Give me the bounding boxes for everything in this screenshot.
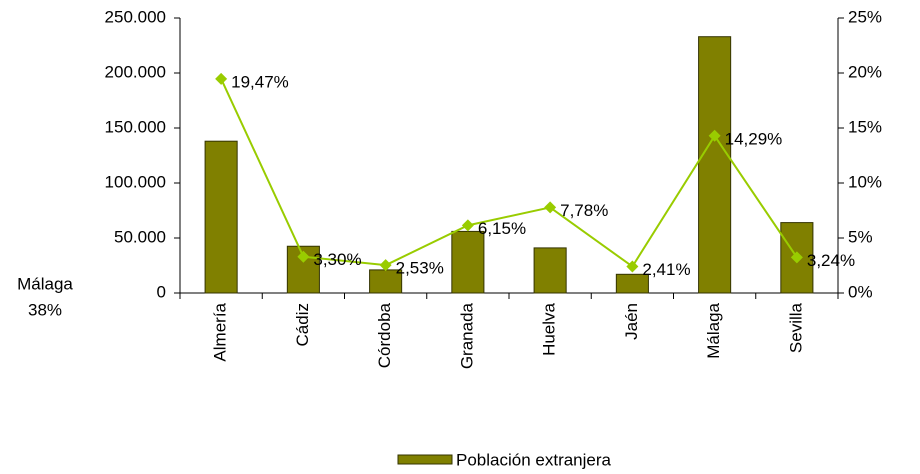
y-tick-label: 200.000 xyxy=(105,62,166,81)
marker xyxy=(626,260,639,273)
x-tick-label: Córdoba xyxy=(375,302,394,368)
x-tick-label: Jaén xyxy=(622,303,641,340)
bar xyxy=(533,247,567,294)
marker xyxy=(708,129,721,142)
x-tick-label: Granada xyxy=(457,302,476,369)
data-label: 3,30% xyxy=(313,250,361,269)
y-tick-label: 100.000 xyxy=(105,172,166,191)
data-label: 3,24% xyxy=(807,251,855,270)
x-tick-label: Almería xyxy=(211,302,230,361)
x-tick-label: Málaga xyxy=(704,302,723,358)
legend-swatch xyxy=(397,454,453,465)
data-label: 2,41% xyxy=(642,260,690,279)
bar xyxy=(698,36,732,294)
marker xyxy=(379,259,392,272)
y-tick-label: 150.000 xyxy=(105,117,166,136)
x-tick-label: Sevilla xyxy=(786,302,805,353)
x-tick-label: Huelva xyxy=(540,302,559,355)
y2-tick-label: 20% xyxy=(848,62,882,81)
bar xyxy=(451,230,485,294)
legend-label: Población extranjera xyxy=(456,450,612,469)
annotation: Málaga xyxy=(17,274,73,293)
data-label: 19,47% xyxy=(231,72,289,91)
y2-tick-label: 10% xyxy=(848,172,882,191)
data-label: 2,53% xyxy=(396,259,444,278)
x-tick-label: Cádiz xyxy=(293,303,312,346)
y2-tick-label: 25% xyxy=(848,7,882,26)
marker xyxy=(544,201,557,214)
y2-tick-label: 5% xyxy=(848,227,873,246)
marker xyxy=(461,219,474,232)
data-label: 6,15% xyxy=(478,219,526,238)
y2-tick-label: 0% xyxy=(848,282,873,301)
y-tick-label: 50.000 xyxy=(114,227,166,246)
y-tick-label: 0 xyxy=(157,282,166,301)
marker xyxy=(297,250,310,263)
annotation: 38% xyxy=(28,300,62,319)
marker xyxy=(215,72,228,85)
line xyxy=(220,78,798,268)
bar xyxy=(615,273,649,294)
data-label: 14,29% xyxy=(725,129,783,148)
y2-tick-label: 15% xyxy=(848,117,882,136)
data-label: 7,78% xyxy=(560,201,608,220)
bar xyxy=(204,140,238,294)
marker xyxy=(790,251,803,264)
y-tick-label: 250.000 xyxy=(105,7,166,26)
